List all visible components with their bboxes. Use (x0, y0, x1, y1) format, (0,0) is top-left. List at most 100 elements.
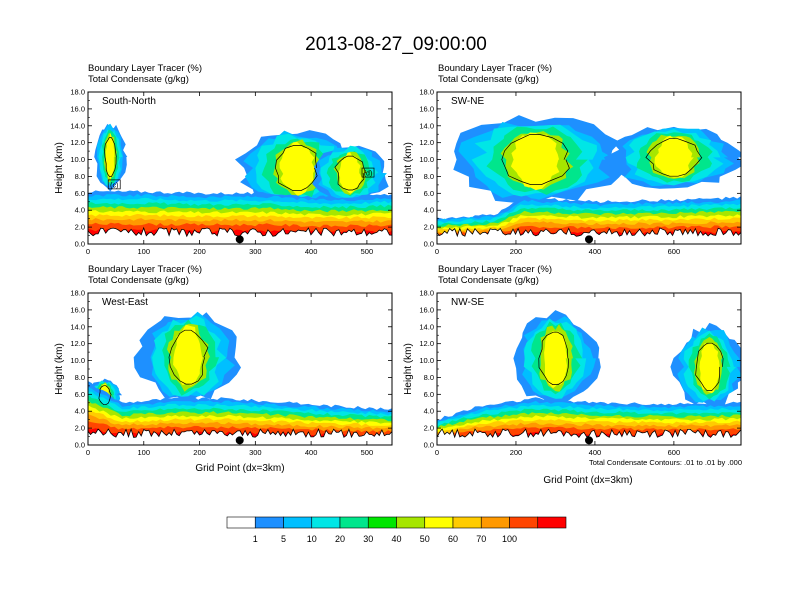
y-tick-label: 10.0 (70, 155, 85, 164)
panel-west-east: West-East 0.0 2.0 4.0 6.0 8.0 10.0 12.0 14.0 16.0… (70, 289, 393, 457)
x-tick-label: 100 (138, 448, 151, 457)
y-tick-label: 6.0 (75, 189, 85, 198)
figure-title: 2013-08-27_09:00:00 (305, 34, 487, 55)
y-tick-label: 4.0 (75, 407, 85, 416)
x-tick-label: 300 (249, 247, 262, 256)
y-tick-label: 0.0 (424, 240, 434, 249)
ylabel-sn: Height (km) (54, 142, 65, 194)
panel-label: South-North (102, 96, 156, 107)
condensate-contour (334, 155, 367, 191)
subtitle-line1-nwse: Boundary Layer Tracer (%) (438, 264, 552, 275)
location-dot (235, 235, 244, 244)
tracer-plume-layer (510, 132, 560, 191)
x-tick-label: 600 (668, 448, 681, 457)
tracer-plume-layer (173, 324, 203, 386)
subtitle-line1-swne: Boundary Layer Tracer (%) (438, 63, 552, 74)
y-tick-label: 2.0 (75, 223, 85, 232)
y-tick-label: 12.0 (70, 138, 85, 147)
colorbar-label: 30 (363, 534, 373, 544)
y-tick-label: 6.0 (424, 189, 434, 198)
x-tick-label: 500 (361, 448, 374, 457)
x-tick-label: 0 (435, 247, 439, 256)
colorbar-swatch (226, 516, 256, 529)
condensate-contour (645, 138, 703, 177)
y-tick-label: 0.0 (75, 441, 85, 450)
y-tick-label: 8.0 (424, 373, 434, 382)
colorbar-label: 20 (335, 534, 345, 544)
x-tick-label: 600 (668, 247, 681, 256)
condensate-contour (538, 331, 569, 385)
y-tick-label: 2.0 (75, 424, 85, 433)
x-tick-label: 200 (510, 247, 523, 256)
colorbar: 1 5 10 20 30 40 50 60 70 100 (226, 516, 567, 544)
x-tick-label: 300 (249, 448, 262, 457)
y-tick-label: 8.0 (424, 172, 434, 181)
x-tick-label: 0 (86, 247, 90, 256)
marker-box (361, 167, 375, 178)
location-dot (235, 436, 244, 445)
y-tick-label: 18.0 (419, 289, 434, 298)
marker-label: (c) (110, 182, 118, 189)
colorbar-swatch (396, 516, 426, 529)
tracer-plume-layer (544, 330, 568, 389)
tracer-plume-layer (105, 132, 115, 180)
y-tick-label: 2.0 (424, 223, 434, 232)
colorbar-swatch (283, 516, 313, 529)
x-tick-label: 400 (305, 247, 318, 256)
x-tick-label: 400 (589, 247, 602, 256)
condensate-contour (501, 134, 570, 185)
plot-area (437, 92, 741, 244)
x-tick-label: 200 (193, 247, 206, 256)
y-tick-label: 14.0 (70, 322, 85, 331)
subtitle-line1-we: Boundary Layer Tracer (%) (88, 264, 202, 275)
y-tick-label: 4.0 (75, 206, 85, 215)
colorbar-swatch (452, 516, 482, 529)
x-tick-label: 0 (435, 448, 439, 457)
y-tick-label: 12.0 (419, 339, 434, 348)
colorbar-swatch (537, 516, 567, 529)
condensate-contour (98, 385, 112, 406)
y-tick-label: 10.0 (419, 356, 434, 365)
terrain-outline (437, 428, 741, 439)
y-tick-label: 16.0 (70, 305, 85, 314)
colorbar-label: 5 (281, 534, 286, 544)
plot-area (88, 293, 392, 445)
colorbar-label: 1 (253, 534, 258, 544)
x-tick-label: 500 (361, 247, 374, 256)
y-tick-label: 8.0 (75, 172, 85, 181)
y-tick-label: 10.0 (419, 155, 434, 164)
panel-label: West-East (102, 297, 148, 308)
tracer-plume-layer (699, 342, 720, 394)
colorbar-label: 50 (420, 534, 430, 544)
terrain-outline (88, 427, 392, 439)
y-tick-label: 16.0 (419, 305, 434, 314)
y-tick-label: 0.0 (424, 441, 434, 450)
panel-nw-se: NW-SE 0.0 2.0 4.0 6.0 8.0 10.0 12.0 14.0 16.0 18.0… (419, 289, 742, 457)
colorbar-swatch (509, 516, 539, 529)
y-tick-label: 10.0 (70, 356, 85, 365)
y-tick-label: 12.0 (419, 138, 434, 147)
subtitle-line2-swne: Total Condensate (g/kg) (438, 74, 539, 85)
panel-sw-ne: SW-NE 0.0 2.0 4.0 6.0 8.0 10.0 12.0 14.0 16.0 18.0… (419, 88, 742, 256)
colorbar-label: 40 (391, 534, 401, 544)
panel-label: SW-NE (451, 96, 484, 107)
y-tick-label: 14.0 (419, 121, 434, 130)
colorbar-label: 70 (476, 534, 486, 544)
condensate-contour (104, 137, 117, 177)
x-tick-label: 0 (86, 448, 90, 457)
ylabel-nwse: Height (km) (403, 343, 414, 395)
y-tick-label: 16.0 (70, 104, 85, 113)
y-tick-label: 16.0 (419, 104, 434, 113)
x-tick-label: 100 (138, 247, 151, 256)
y-tick-label: 8.0 (75, 373, 85, 382)
x-tick-label: 400 (305, 448, 318, 457)
y-tick-label: 6.0 (75, 390, 85, 399)
y-tick-label: 2.0 (424, 424, 434, 433)
y-tick-label: 18.0 (70, 88, 85, 97)
colorbar-label: 60 (448, 534, 458, 544)
x-tick-label: 200 (510, 448, 523, 457)
y-tick-label: 18.0 (419, 88, 434, 97)
xlabel-we: Grid Point (dx=3km) (195, 463, 284, 474)
colorbar-swatch (254, 516, 284, 529)
